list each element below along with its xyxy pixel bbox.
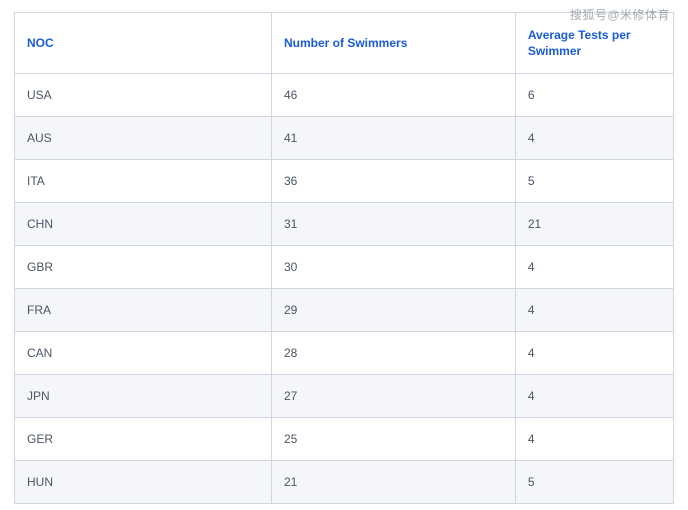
cell-swimmers: 46 xyxy=(272,74,516,117)
cell-avg: 21 xyxy=(515,203,673,246)
table-row: GBR304 xyxy=(15,246,674,289)
cell-avg: 4 xyxy=(515,289,673,332)
cell-swimmers: 31 xyxy=(272,203,516,246)
table-row: AUS414 xyxy=(15,117,674,160)
cell-avg: 4 xyxy=(515,246,673,289)
cell-swimmers: 28 xyxy=(272,332,516,375)
table-row: CHN3121 xyxy=(15,203,674,246)
cell-avg: 6 xyxy=(515,74,673,117)
cell-noc: JPN xyxy=(15,375,272,418)
cell-noc: CAN xyxy=(15,332,272,375)
table-row: CAN284 xyxy=(15,332,674,375)
cell-swimmers: 30 xyxy=(272,246,516,289)
cell-noc: ITA xyxy=(15,160,272,203)
swimmers-table: NOC Number of Swimmers Average Tests per… xyxy=(14,12,674,504)
cell-avg: 4 xyxy=(515,117,673,160)
cell-avg: 4 xyxy=(515,332,673,375)
table-row: USA466 xyxy=(15,74,674,117)
cell-noc: FRA xyxy=(15,289,272,332)
table-row: FRA294 xyxy=(15,289,674,332)
table-row: JPN274 xyxy=(15,375,674,418)
cell-noc: GBR xyxy=(15,246,272,289)
cell-swimmers: 29 xyxy=(272,289,516,332)
cell-noc: HUN xyxy=(15,461,272,504)
cell-swimmers: 21 xyxy=(272,461,516,504)
col-header-noc[interactable]: NOC xyxy=(15,13,272,74)
table-row: GER254 xyxy=(15,418,674,461)
col-header-avg[interactable]: Average Tests per Swimmer xyxy=(515,13,673,74)
cell-noc: AUS xyxy=(15,117,272,160)
cell-avg: 4 xyxy=(515,418,673,461)
cell-swimmers: 27 xyxy=(272,375,516,418)
cell-noc: GER xyxy=(15,418,272,461)
cell-avg: 5 xyxy=(515,461,673,504)
cell-swimmers: 36 xyxy=(272,160,516,203)
col-header-swimmers[interactable]: Number of Swimmers xyxy=(272,13,516,74)
cell-swimmers: 25 xyxy=(272,418,516,461)
table-row: HUN215 xyxy=(15,461,674,504)
table-body: USA466AUS414ITA365CHN3121GBR304FRA294CAN… xyxy=(15,74,674,504)
cell-swimmers: 41 xyxy=(272,117,516,160)
cell-noc: CHN xyxy=(15,203,272,246)
cell-avg: 5 xyxy=(515,160,673,203)
cell-avg: 4 xyxy=(515,375,673,418)
table-header-row: NOC Number of Swimmers Average Tests per… xyxy=(15,13,674,74)
cell-noc: USA xyxy=(15,74,272,117)
table-row: ITA365 xyxy=(15,160,674,203)
